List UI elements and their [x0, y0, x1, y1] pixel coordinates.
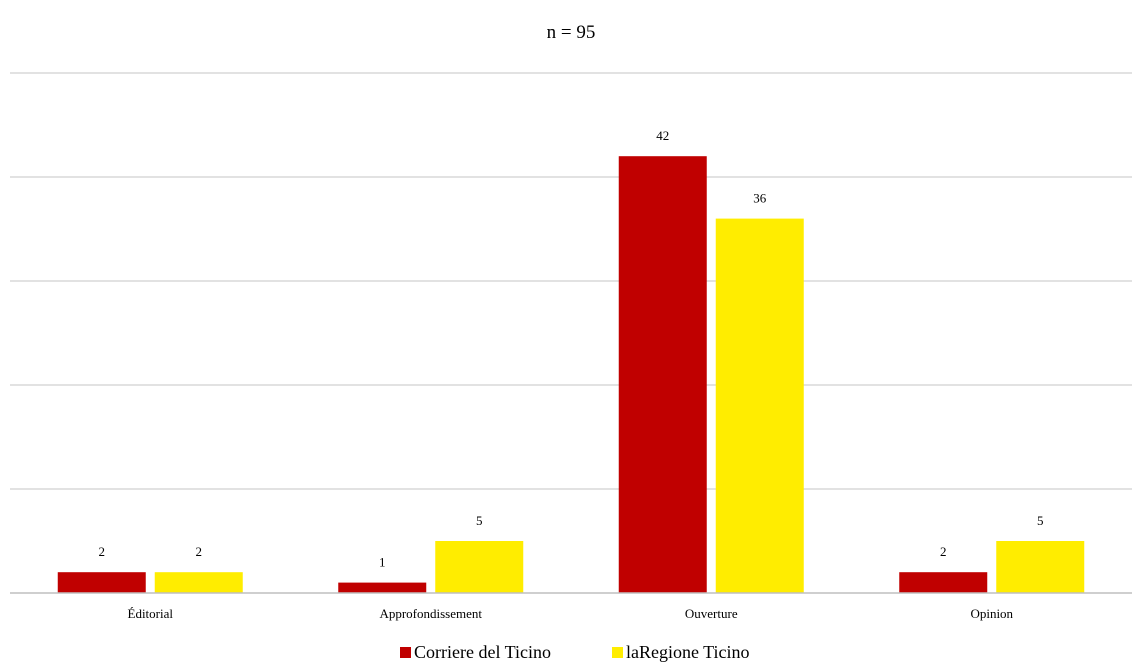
bar-corriere-del-ticino-0	[57, 572, 146, 593]
bar-corriere-del-ticino-3	[899, 572, 988, 593]
bar-laregione-ticino-3	[996, 541, 1085, 593]
data-label-corriere-del-ticino-3: 2	[940, 544, 947, 559]
data-labels: 2 2 1 5 42 36 2 5	[99, 128, 1044, 569]
gridlines	[10, 72, 1132, 490]
data-label-laregione-ticino-2: 36	[753, 191, 767, 206]
bar-laregione-ticino-1	[435, 541, 524, 593]
data-label-laregione-ticino-3: 5	[1037, 513, 1044, 528]
legend-label-laregione-ticino: laRegione Ticino	[626, 642, 750, 662]
category-label-1: Approfondissement	[379, 606, 482, 621]
category-label-2: Ouverture	[685, 606, 738, 621]
bars	[57, 156, 1085, 593]
legend-label-corriere-del-ticino: Corriere del Ticino	[414, 642, 551, 662]
data-label-laregione-ticino-0: 2	[196, 544, 203, 559]
bar-laregione-ticino-0	[154, 572, 243, 593]
legend: Corriere del Ticino laRegione Ticino	[400, 642, 750, 662]
category-axis: Éditorial Approfondissement Ouverture Opini…	[128, 606, 1014, 621]
bar-corriere-del-ticino-1	[338, 582, 427, 593]
data-label-corriere-del-ticino-0: 2	[99, 544, 106, 559]
bar-corriere-del-ticino-2	[618, 156, 707, 593]
data-label-laregione-ticino-1: 5	[476, 513, 483, 528]
chart-title: n = 95	[547, 22, 596, 43]
data-label-corriere-del-ticino-1: 1	[379, 555, 386, 570]
category-label-3: Opinion	[970, 606, 1013, 621]
category-label-0: Éditorial	[128, 606, 174, 621]
data-label-corriere-del-ticino-2: 42	[656, 128, 669, 143]
legend-swatch-laregione-ticino	[612, 647, 623, 658]
bar-laregione-ticino-2	[715, 218, 804, 593]
legend-swatch-corriere-del-ticino	[400, 647, 411, 658]
